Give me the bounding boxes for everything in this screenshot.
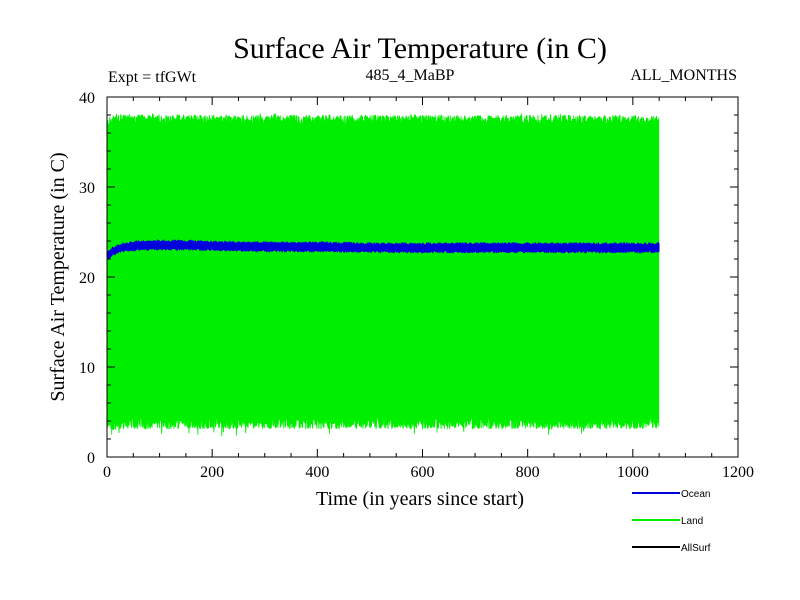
x-axis-label: Time (in years since start) (316, 488, 524, 510)
legend-label-ocean: Ocean (681, 489, 710, 500)
y-axis: 0 10 20 30 40 (79, 90, 738, 467)
legend-label-allsurf: AllSurf (681, 543, 711, 554)
x-tick-label: 0 (103, 464, 111, 481)
x-tick-label: 1000 (617, 464, 649, 481)
x-tick-label: 1200 (722, 464, 754, 481)
y-tick-label: 40 (79, 90, 95, 107)
x-axis: 0 200 400 600 800 1000 1200 (103, 97, 754, 481)
land-band (106, 113, 660, 437)
x-tick-label: 600 (411, 464, 435, 481)
x-tick-label: 400 (305, 464, 329, 481)
y-tick-label: 0 (87, 450, 95, 467)
land-series (106, 113, 660, 437)
ocean-band (106, 239, 660, 261)
chart-title: Surface Air Temperature (in C) (233, 32, 607, 65)
y-tick-label: 30 (79, 180, 95, 197)
y-axis-label: Surface Air Temperature (in C) (47, 152, 69, 401)
y-tick-label: 10 (79, 360, 95, 377)
legend-label-land: Land (681, 516, 703, 527)
legend: Ocean Land AllSurf (632, 489, 711, 554)
x-tick-label: 800 (516, 464, 540, 481)
ocean-series (106, 239, 660, 261)
experiment-label: Expt = tfGWt (108, 69, 197, 86)
months-label: ALL_MONTHS (630, 67, 737, 84)
y-tick-label: 20 (79, 270, 95, 287)
x-tick-label: 200 (200, 464, 224, 481)
period-label: 485_4_MaBP (366, 67, 455, 84)
